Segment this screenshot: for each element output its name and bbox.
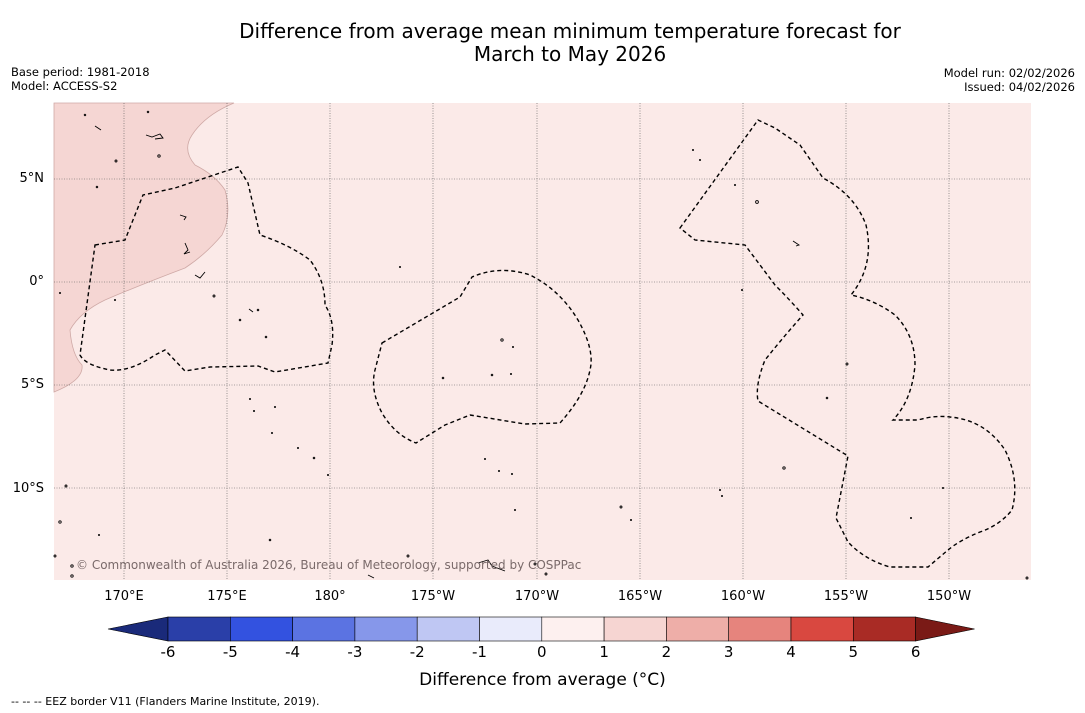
colorbar-tick-label: -2 <box>409 643 425 661</box>
eez-borders <box>79 119 1016 568</box>
colorbar-tick-label: 5 <box>848 643 859 661</box>
colorbar-extend-over <box>915 616 975 642</box>
base-period: Base period: 1981-2018 <box>11 65 150 79</box>
lat-label-5n: 5°N <box>19 171 45 186</box>
colorbar-tick-label: 1 <box>599 643 609 661</box>
lat-label-0: 0° <box>29 274 44 289</box>
info-left: Base period: 1981-2018 Model: ACCESS-S2 <box>11 65 150 93</box>
title-line-1: Difference from average mean minimum tem… <box>239 19 901 43</box>
colorbar-label: Difference from average (°C) <box>419 670 666 690</box>
colorbar-segment <box>416 616 480 642</box>
model-name: Model: ACCESS-S2 <box>11 79 118 93</box>
colorbar-tick-label: -4 <box>285 643 301 661</box>
colorbar-segment <box>167 616 231 642</box>
colorbar-segment <box>603 616 667 642</box>
colorbar-tick-label: -1 <box>472 643 487 661</box>
lon-label-155w: 155°W <box>823 589 869 604</box>
lon-label-150w: 150°W <box>926 589 972 604</box>
eez-border-line-islands <box>679 119 1016 568</box>
lon-label-170w: 170°W <box>514 589 560 604</box>
colorbar-segment <box>728 616 792 642</box>
colorbar-tick-label: 0 <box>537 643 547 661</box>
lon-label-165w: 165°W <box>617 589 663 604</box>
gridlines <box>54 103 1031 580</box>
colorbar-tick-label: -6 <box>160 643 176 661</box>
lon-label-175w: 175°W <box>410 589 456 604</box>
lon-label-160w: 160°W <box>720 589 766 604</box>
title-line-2: March to May 2026 <box>473 42 667 66</box>
colorbar-segment <box>541 616 605 642</box>
colorbar-segment <box>479 616 543 642</box>
colorbar-segment <box>666 616 730 642</box>
colorbar-segment <box>790 616 854 642</box>
chart-title: Difference from average mean minimum tem… <box>0 20 1085 66</box>
lon-label-180: 180° <box>314 589 346 604</box>
colorbar-segment <box>292 616 356 642</box>
warm-anomaly-zone <box>53 102 235 393</box>
model-run-date: Model run: 02/02/2026 <box>943 66 1075 80</box>
lon-label-175e: 175°E <box>207 589 247 604</box>
colorbar-segment <box>230 616 293 642</box>
islands <box>53 110 1029 580</box>
colorbar-tick-label: 3 <box>723 643 734 661</box>
colorbar-segment <box>354 616 418 642</box>
colorbar-tick-label: 4 <box>786 643 796 661</box>
lon-label-170e: 170°E <box>104 589 144 604</box>
colorbar-tick-label: 6 <box>910 643 921 661</box>
colorbar-tick-label: -5 <box>222 643 238 661</box>
lat-label-5s: 5°S <box>20 377 44 392</box>
eez-border-kiribati-west <box>79 166 334 373</box>
colorbar-tick-label: 2 <box>661 643 672 661</box>
issued-date: Issued: 04/02/2026 <box>964 80 1075 94</box>
eez-legend-note: -- -- -- EEZ border V11 (Flanders Marine… <box>11 695 320 708</box>
lat-label-10s: 10°S <box>12 481 44 496</box>
colorbar <box>107 616 975 642</box>
colorbar-extend-under <box>107 616 169 642</box>
info-right: Model run: 02/02/2026 Issued: 04/02/2026 <box>944 66 1075 94</box>
copyright-notice: © Commonwealth of Australia 2026, Bureau… <box>76 558 582 572</box>
colorbar-segment <box>852 616 916 642</box>
colorbar-tick-label: -3 <box>347 643 363 661</box>
